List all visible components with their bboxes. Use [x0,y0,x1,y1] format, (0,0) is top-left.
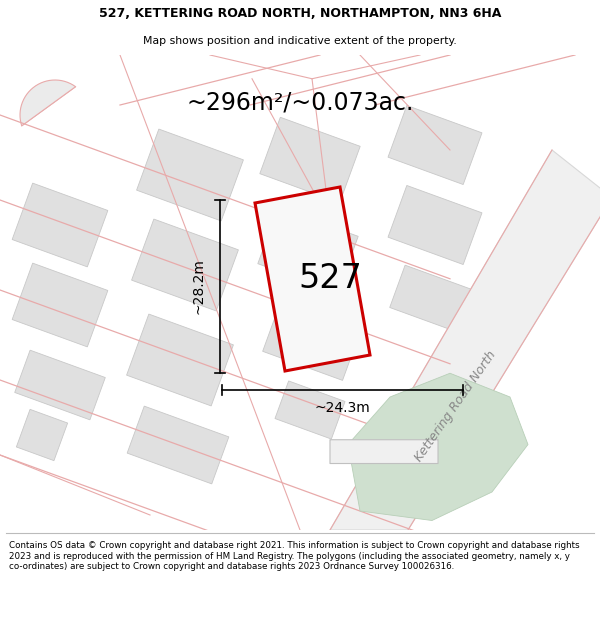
Text: 527, KETTERING ROAD NORTH, NORTHAMPTON, NN3 6HA: 527, KETTERING ROAD NORTH, NORTHAMPTON, … [99,8,501,20]
Polygon shape [258,208,358,292]
Text: Contains OS data © Crown copyright and database right 2021. This information is : Contains OS data © Crown copyright and d… [9,541,580,571]
Polygon shape [131,219,238,311]
Polygon shape [12,263,108,347]
Polygon shape [20,80,76,126]
Text: ~296m²/~0.073ac.: ~296m²/~0.073ac. [187,91,413,114]
Text: ~28.2m: ~28.2m [191,259,205,314]
Text: Map shows position and indicative extent of the property.: Map shows position and indicative extent… [143,36,457,46]
Polygon shape [137,129,244,221]
Text: Kettering Road North: Kettering Road North [413,349,499,464]
FancyBboxPatch shape [330,440,438,464]
Polygon shape [330,150,600,530]
Polygon shape [127,314,233,406]
Polygon shape [16,409,68,461]
Text: ~24.3m: ~24.3m [314,401,370,415]
Polygon shape [12,183,108,267]
Polygon shape [255,187,370,371]
Text: 527: 527 [299,262,362,296]
Polygon shape [388,186,482,264]
Polygon shape [127,406,229,484]
Polygon shape [260,118,360,202]
Polygon shape [275,381,345,439]
Polygon shape [15,350,105,420]
Polygon shape [263,299,361,381]
Polygon shape [390,265,480,335]
Polygon shape [348,373,528,521]
Polygon shape [388,106,482,184]
